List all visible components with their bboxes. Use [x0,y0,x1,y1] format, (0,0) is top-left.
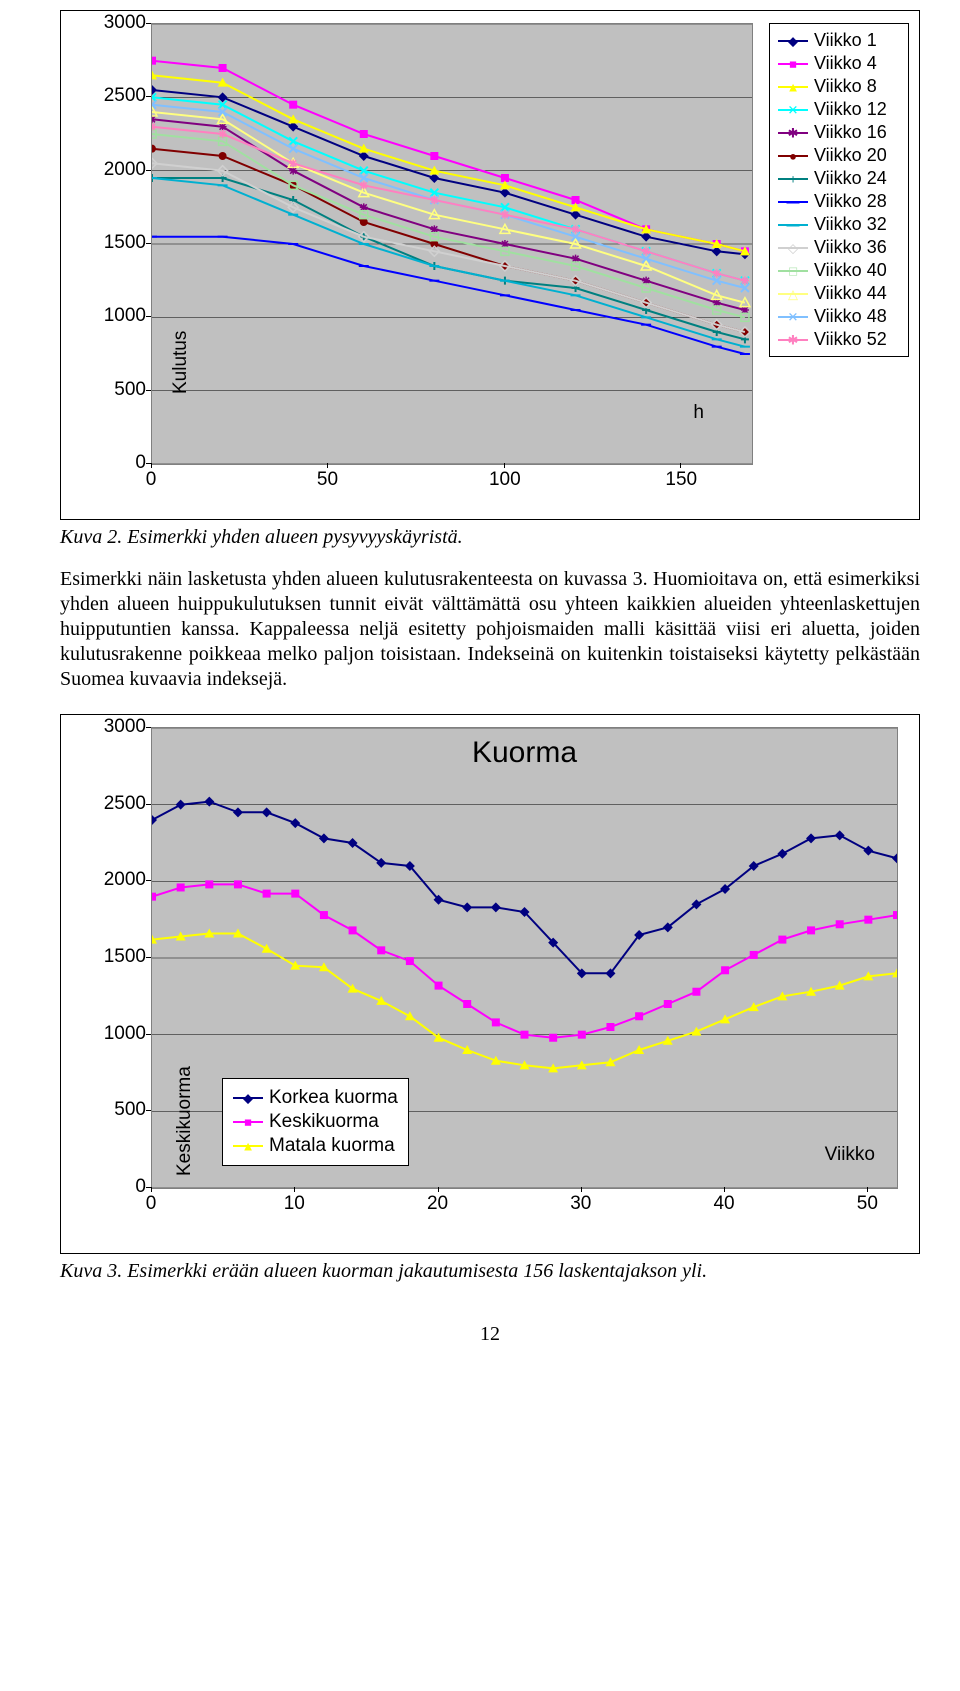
legend-item: ◇Viikko 36 [778,237,900,258]
chart-2-y-tick-label: 2000 [91,869,146,891]
figure-caption-2: Kuva 3. Esimerkki erään alueen kuorman j… [60,1260,920,1283]
chart-2-x-tick-label: 30 [566,1193,596,1215]
page-number: 12 [60,1323,920,1346]
legend-item: ✕Viikko 48 [778,306,900,327]
chart-1-x-tick-label: 150 [665,469,695,491]
legend-item: △Viikko 44 [778,283,900,304]
legend-item: □Viikko 40 [778,260,900,281]
legend-item: +Viikko 24 [778,168,900,189]
chart-1-x-inplot-label: h [693,402,704,424]
chart-2-y-tick-label: 2500 [91,793,146,815]
chart-2-y-tick-label: 1500 [91,946,146,968]
chart-2-legend: ◆Korkea kuorma■Keskikuorma▲Matala kuorma [222,1078,409,1166]
chart-2-x-inplot-label: Viikko [825,1144,875,1166]
chart-1-y-tick-label: 1000 [91,305,146,327]
chart-1-y-tick-label: 3000 [91,12,146,34]
legend-item: ✕Viikko 12 [778,99,900,120]
chart-1-plot-area: Kulutus h [151,23,753,465]
legend-item: —Viikko 32 [778,214,900,235]
legend-item: ■Viikko 4 [778,53,900,74]
chart-2-y-tick-label: 1000 [91,1023,146,1045]
chart-2-y-tick-label: 500 [91,1099,146,1121]
chart-2-x-tick-label: 40 [709,1193,739,1215]
chart-1-y-tick-label: 500 [91,379,146,401]
chart-2-x-tick-label: 10 [279,1193,309,1215]
chart-1-x-tick-label: 100 [489,469,519,491]
chart-1-x-tick-label: 50 [312,469,342,491]
page: Kulutus h 0 500 1000 1500 2000 2500 3000 0 50 10… [0,0,960,1376]
chart-2-frame: Kuorma Keskikuorma Viikko ◆Korkea kuorma… [60,714,920,1254]
chart-2-y-axis-label: Keskikuorma [174,1066,196,1176]
legend-item: ✱Viikko 16 [778,122,900,143]
chart-1-y-tick-label: 2000 [91,159,146,181]
chart-1-svg [152,24,752,464]
chart-1-x-tick-label: 0 [136,469,166,491]
legend-item: ◆Korkea kuorma [233,1087,398,1109]
chart-1-frame: Kulutus h 050010001500200025003000 05010… [60,10,920,520]
chart-2-x-tick-label: 20 [423,1193,453,1215]
chart-1-legend: ◆Viikko 1■Viikko 4▲Viikko 8✕Viikko 12✱Vi… [769,23,909,357]
chart-2-y-tick-label: 3000 [91,716,146,738]
legend-item: ◆Viikko 1 [778,30,900,51]
chart-2-x-tick-label: 50 [852,1193,882,1215]
legend-item: ✱Viikko 52 [778,329,900,350]
chart-1-y-tick-label: 1500 [91,232,146,254]
legend-item: ▲Viikko 8 [778,76,900,97]
chart-1-y-axis-label: Kulutus [170,331,192,394]
legend-item: ■Keskikuorma [233,1111,398,1133]
legend-item: ▲Matala kuorma [233,1135,398,1157]
chart-1-y-tick-label: 2500 [91,85,146,107]
figure-caption-1: Kuva 2. Esimerkki yhden alueen pysyvyysk… [60,526,920,549]
chart-2-title: Kuorma [472,736,577,770]
body-paragraph: Esimerkki näin lasketusta yhden alueen k… [60,567,920,692]
chart-2-x-tick-label: 0 [136,1193,166,1215]
chart-2-plot-area: Kuorma Keskikuorma Viikko ◆Korkea kuorma… [151,727,898,1189]
legend-item: ●Viikko 20 [778,145,900,166]
legend-item: —Viikko 28 [778,191,900,212]
